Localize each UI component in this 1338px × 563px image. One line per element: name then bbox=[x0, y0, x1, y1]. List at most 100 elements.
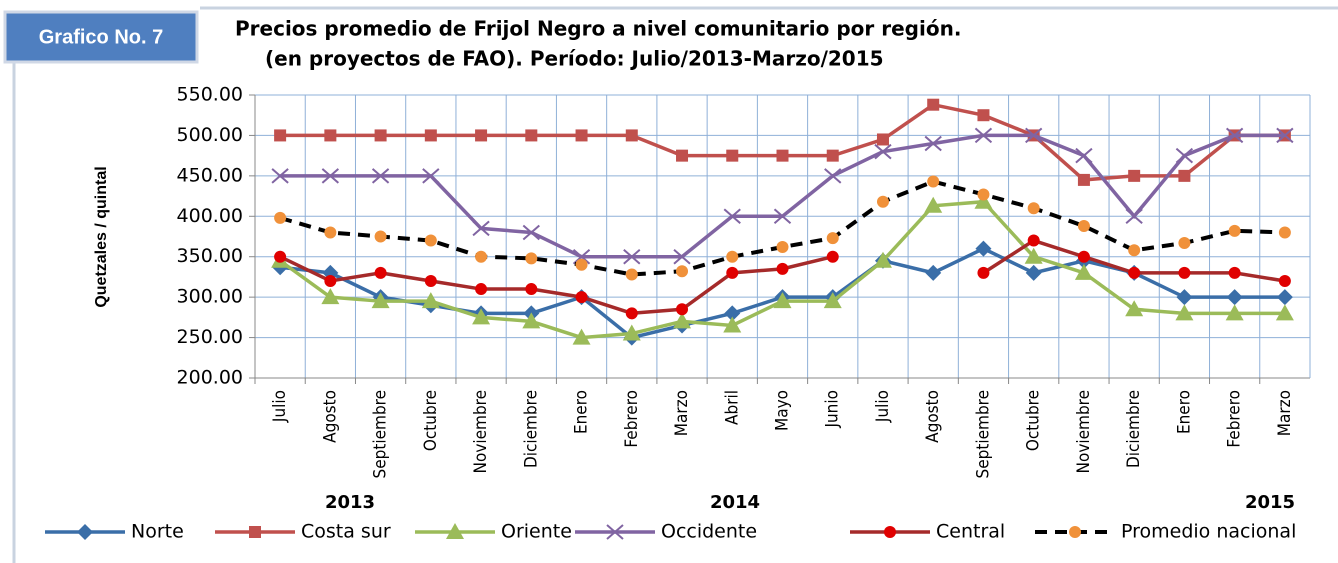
x-tick-label: Febrero bbox=[622, 390, 642, 448]
marker bbox=[1175, 147, 1194, 164]
marker bbox=[673, 312, 692, 329]
year-label: 2015 bbox=[1245, 492, 1295, 513]
legend-label: Oriente bbox=[501, 521, 572, 543]
marker bbox=[1278, 226, 1291, 239]
marker bbox=[424, 234, 437, 247]
marker bbox=[271, 168, 289, 184]
marker bbox=[472, 308, 491, 325]
marker bbox=[1077, 219, 1090, 232]
marker bbox=[676, 149, 689, 162]
marker bbox=[475, 129, 488, 142]
marker bbox=[1176, 289, 1193, 306]
marker bbox=[623, 248, 641, 265]
marker bbox=[1225, 304, 1244, 321]
marker bbox=[776, 262, 789, 275]
x-tick-label: Enero bbox=[1174, 390, 1194, 434]
marker bbox=[1276, 289, 1293, 306]
marker bbox=[1077, 250, 1090, 263]
marker bbox=[1125, 208, 1143, 225]
y-tick-label: 250.00 bbox=[177, 326, 243, 348]
marker bbox=[676, 265, 689, 278]
marker bbox=[974, 192, 993, 209]
x-tick-label: Diciembre bbox=[521, 390, 541, 468]
marker bbox=[572, 328, 591, 345]
marker bbox=[1276, 127, 1294, 144]
x-tick-label: Julio bbox=[873, 390, 893, 423]
marker bbox=[726, 266, 739, 279]
marker bbox=[321, 168, 340, 184]
marker bbox=[924, 196, 943, 213]
y-axis-label: Quetzales / quintal bbox=[93, 166, 110, 307]
marker bbox=[823, 292, 842, 309]
marker bbox=[1075, 147, 1093, 164]
marker bbox=[927, 175, 940, 188]
y-tick-label: 500.00 bbox=[177, 124, 243, 146]
marker bbox=[676, 303, 689, 316]
marker bbox=[924, 135, 942, 152]
x-tick-label: Marzo bbox=[672, 390, 692, 436]
marker bbox=[625, 129, 638, 142]
marker bbox=[1125, 300, 1144, 317]
legend-item: Oriente bbox=[415, 521, 572, 543]
marker bbox=[324, 129, 337, 142]
x-tick-label: Noviembre bbox=[471, 390, 491, 473]
legend-item: Promedio nacional bbox=[1035, 521, 1296, 543]
marker bbox=[1128, 266, 1141, 279]
legend-item: Norte bbox=[45, 521, 184, 543]
marker bbox=[776, 149, 789, 162]
marker bbox=[321, 288, 340, 305]
marker bbox=[1228, 266, 1241, 279]
marker bbox=[1178, 266, 1191, 279]
marker bbox=[1025, 127, 1043, 144]
marker bbox=[884, 526, 896, 538]
legend-item: Central bbox=[850, 521, 1005, 543]
marker bbox=[472, 220, 490, 237]
legend-label: Central bbox=[936, 521, 1005, 543]
marker bbox=[773, 208, 792, 225]
marker bbox=[773, 292, 792, 309]
chart-title: Precios promedio de Frijol Negro a nivel… bbox=[235, 17, 961, 41]
marker bbox=[525, 129, 538, 142]
marker bbox=[1027, 202, 1040, 215]
x-tick-label: Julio bbox=[270, 390, 290, 423]
marker bbox=[1228, 224, 1241, 237]
marker bbox=[374, 129, 387, 142]
x-tick-label: Marzo bbox=[1275, 390, 1295, 436]
marker bbox=[824, 168, 842, 184]
x-tick-label: Octubre bbox=[421, 390, 441, 451]
marker bbox=[274, 129, 287, 142]
marker bbox=[977, 266, 990, 279]
marker bbox=[606, 524, 624, 540]
marker bbox=[371, 168, 390, 184]
legend-item: Costa sur bbox=[215, 521, 391, 543]
marker bbox=[977, 109, 990, 122]
y-tick-label: 300.00 bbox=[177, 286, 243, 308]
marker bbox=[1025, 264, 1042, 281]
x-tick-label: Febrero bbox=[1225, 390, 1245, 448]
marker bbox=[475, 250, 488, 263]
marker bbox=[522, 224, 540, 241]
legend-label: Promedio nacional bbox=[1121, 521, 1296, 543]
marker bbox=[371, 292, 390, 309]
marker bbox=[424, 274, 437, 287]
marker bbox=[625, 307, 638, 320]
marker bbox=[1128, 244, 1141, 257]
marker bbox=[249, 526, 261, 538]
marker bbox=[374, 266, 387, 279]
marker bbox=[324, 226, 337, 239]
marker bbox=[1074, 263, 1093, 280]
marker bbox=[975, 240, 992, 257]
marker bbox=[77, 524, 93, 540]
y-tick-label: 450.00 bbox=[177, 164, 243, 186]
marker bbox=[575, 129, 588, 142]
marker bbox=[874, 143, 892, 160]
marker bbox=[446, 523, 464, 539]
badge: Grafico No. 7 bbox=[39, 26, 163, 48]
marker bbox=[575, 291, 588, 304]
marker bbox=[1226, 289, 1243, 306]
marker bbox=[876, 195, 889, 208]
marker bbox=[422, 168, 440, 184]
